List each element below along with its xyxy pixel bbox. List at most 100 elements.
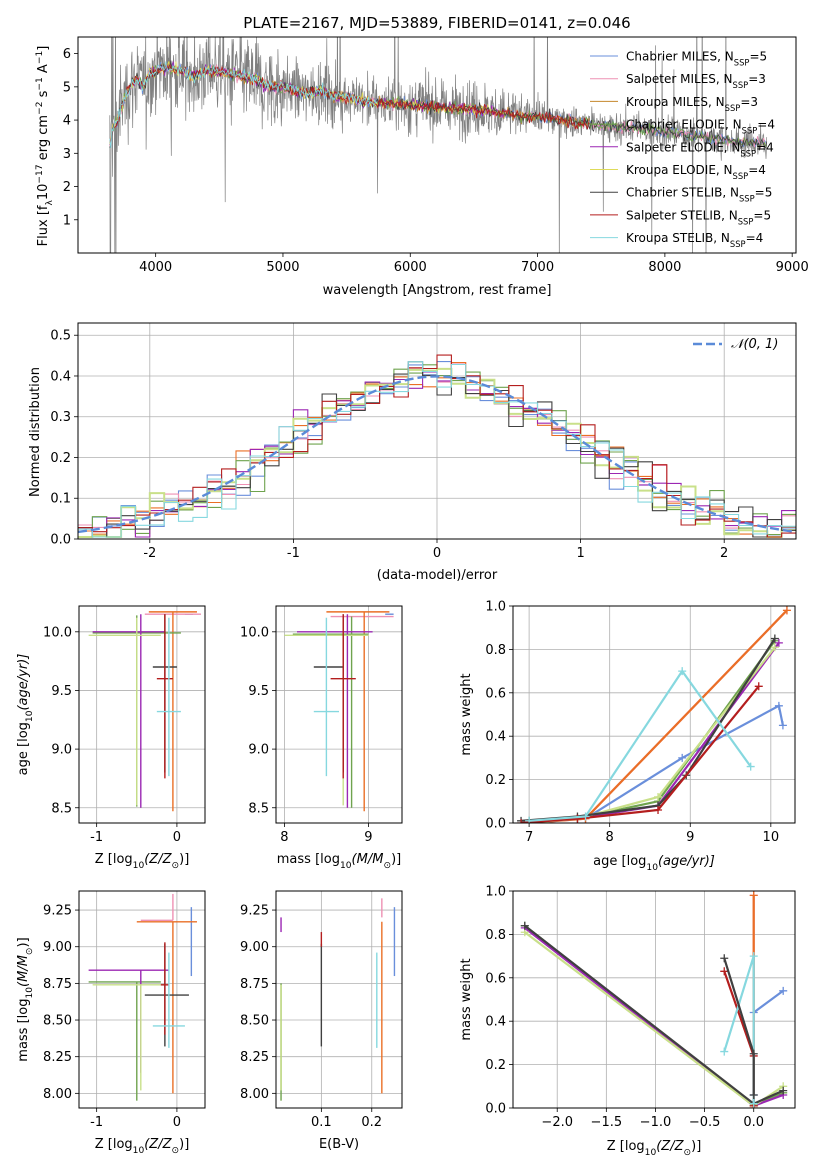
mass-vs-ebv-panel: 0.1 0.2 8.00 8.25 8.50 8.75 9.00 9.25 E(B-V) [240, 890, 403, 1152]
x-tick-label: 0 [173, 830, 181, 845]
y-tick-label: 0.2 [485, 773, 506, 788]
x-tick-label: 0.1 [311, 1115, 332, 1130]
legend-entry: Chabrier MILES, NSSP=5 [626, 50, 767, 68]
legend-entry: Kroupa ELODIE, NSSP=4 [626, 163, 766, 181]
x-tick-label: -1 [287, 546, 300, 561]
mass-vs-metallicity-panel: -1 0 8.00 8.25 8.50 8.75 9.00 9.25 Z [log10(Z/Z⊙… [16, 890, 206, 1156]
y-tick-label: 8.00 [240, 1087, 269, 1102]
y-tick-label: 3 [63, 147, 71, 162]
y-tick-label: 0.0 [485, 817, 506, 832]
x-tick-label: 9000 [776, 260, 809, 275]
axes-frame [275, 890, 403, 1109]
legend-entry: Salpeter ELODIE, NSSP=4 [626, 140, 774, 158]
y-axis-label: mass weight [459, 958, 474, 1040]
y-axis-label: mass [log10(M/M⊙)] [16, 937, 35, 1061]
errorbar-group [284, 611, 394, 812]
massweight-marker [774, 638, 783, 647]
y-tick-label: 6 [63, 47, 71, 62]
y-tick-label: 0.6 [485, 686, 506, 701]
massweight-line [723, 957, 755, 1095]
y-tick-label: 9.5 [51, 684, 72, 699]
y-tick-label: 0.5 [50, 329, 71, 344]
x-tick-label: 0 [433, 546, 441, 561]
y-tick-label: 0.8 [485, 928, 506, 943]
y-tick-label: 8.5 [248, 801, 269, 816]
y-tick-label: 0.4 [50, 369, 71, 384]
y-tick-label: 10.0 [240, 625, 269, 640]
y-tick-label: 9.00 [240, 940, 269, 955]
legend-entry: Kroupa STELIB, NSSP=4 [626, 231, 763, 249]
massweight-marker [678, 667, 687, 676]
y-tick-label: 0.3 [50, 410, 71, 425]
errorbar-group [280, 898, 396, 1101]
residual-histogram [78, 361, 796, 538]
x-axis-label: age [log10(age/yr)] [593, 854, 715, 873]
massweight-line [529, 642, 780, 823]
x-tick-label: 7 [525, 830, 533, 845]
y-tick-label: 8.50 [240, 1014, 269, 1029]
x-tick-label: -1 [90, 830, 103, 845]
residual-ylabel: Normed distribution [28, 367, 43, 497]
y-tick-label: 0.2 [50, 451, 71, 466]
massweight-marker [770, 634, 779, 643]
massweight-line [529, 704, 784, 822]
x-tick-label: 7000 [521, 260, 554, 275]
residual-histogram [78, 367, 796, 538]
y-tick-label: 8.25 [240, 1050, 269, 1065]
normal-curve [78, 375, 796, 534]
massweight-vs-age-panel: 7 8 9 10 0.0 0.2 0.4 0.6 0.8 1.0 age [log10(age/yr… [459, 600, 796, 873]
x-tick-label: 10 [763, 830, 780, 845]
legend-entry: Chabrier ELODIE, NSSP=4 [626, 118, 775, 136]
y-tick-label: 4 [63, 114, 71, 129]
y-tick-label: 9.0 [248, 743, 269, 758]
massweight-lines [520, 891, 788, 1108]
model-spectrum-line [109, 61, 378, 149]
x-tick-label: 8000 [648, 260, 681, 275]
massweight-marker [654, 792, 663, 801]
x-axis-label: E(B-V) [319, 1137, 359, 1152]
massweight-line [529, 640, 776, 822]
massweight-marker [520, 921, 529, 930]
x-tick-label: 5000 [266, 260, 299, 275]
errorbar-group [88, 611, 201, 812]
massweight-marker [525, 816, 534, 823]
massweight-marker [720, 954, 729, 963]
y-tick-label: 0.6 [485, 971, 506, 986]
massweight-marker [749, 1049, 758, 1058]
y-tick-label: 8.25 [43, 1050, 72, 1065]
massweight-line [529, 646, 776, 823]
spectrum-panel: 4000 5000 6000 7000 8000 9000 1 2 3 4 5 6 Chabrier M… [63, 36, 809, 275]
spectrum-legend: Chabrier MILES, NSSP=5 Salpeter MILES, NS… [590, 50, 775, 249]
legend-entry: 𝒩(0, 1) [731, 337, 778, 352]
y-tick-label: 9.25 [43, 904, 72, 919]
massweight-line [521, 685, 760, 823]
massweight-marker [720, 967, 729, 976]
massweight-marker [782, 606, 791, 615]
massweight-marker [746, 762, 755, 771]
y-tick-label: 0.8 [485, 643, 506, 658]
axes-frame [275, 605, 403, 824]
legend-entry: Chabrier STELIB, NSSP=5 [626, 186, 772, 204]
x-tick-label: −1.0 [640, 1115, 672, 1130]
spectrum-ylabel: Flux [fλ10−17 erg cm−2 s−1 A−1] [35, 46, 55, 247]
residual-histogram [78, 354, 796, 538]
x-axis-label: Z [log10(Z/Z⊙)] [607, 1139, 702, 1158]
axes-frame [77, 36, 797, 254]
massweight-marker [778, 721, 787, 730]
residual-traces [78, 354, 796, 538]
axes-frame [78, 890, 206, 1109]
axes-frame [512, 890, 796, 1109]
massweight-line [529, 609, 788, 823]
legend-entry: Kroupa MILES, NSSP=3 [626, 95, 758, 113]
x-tick-label: 2 [720, 546, 728, 561]
x-tick-label: 9 [686, 830, 694, 845]
x-tick-label: 1 [576, 546, 584, 561]
x-tick-label: -2 [143, 546, 156, 561]
massweight-marker [749, 952, 758, 961]
massweight-marker [678, 753, 687, 762]
x-tick-label: 4000 [139, 260, 172, 275]
y-tick-label: 1 [63, 213, 71, 228]
massweight-marker [720, 1047, 729, 1056]
y-tick-label: 10.0 [43, 625, 72, 640]
